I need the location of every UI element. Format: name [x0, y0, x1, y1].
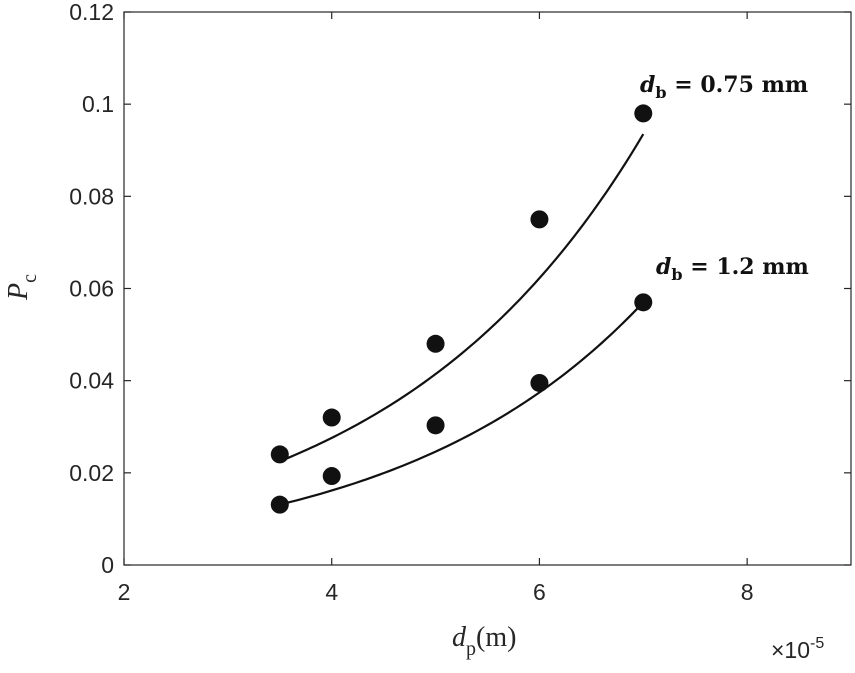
- data-point-s1: [322, 467, 341, 486]
- y-tick-label: 0: [101, 552, 114, 578]
- y-ticks: 0 0.02 0.04 0.06 0.08 0.1 0.12: [69, 0, 851, 578]
- y-tick-label: 0.04: [69, 368, 114, 394]
- fit-curve-1: [279, 301, 645, 506]
- fit-curve-0: [279, 133, 645, 463]
- y-tick-label: 0.08: [69, 183, 114, 209]
- x-axis-label: dp(m): [452, 622, 516, 660]
- x-tick-label: 2: [118, 579, 131, 605]
- data-point-s1: [426, 416, 445, 435]
- x-scale-label: ×10-5: [771, 635, 824, 663]
- data-point-s0: [426, 334, 445, 353]
- data-point-s0: [634, 104, 653, 123]
- data-point-s1: [634, 293, 653, 312]
- x-tick-label: 4: [325, 579, 338, 605]
- x-ticks: 2 4 6 8: [118, 12, 754, 605]
- x-tick-label: 6: [533, 579, 546, 605]
- series-label-1: db = 1.2 mm: [656, 254, 809, 284]
- fit-curves: [279, 133, 645, 506]
- data-point-s0: [270, 445, 289, 464]
- y-tick-label: 0.06: [69, 276, 114, 302]
- y-tick-label: 0.12: [69, 0, 114, 25]
- plot-area: [123, 11, 852, 566]
- data-point-s1: [530, 373, 549, 392]
- data-point-s1: [270, 495, 289, 514]
- series-label-0: db = 0.75 mm: [640, 72, 808, 102]
- y-tick-label: 0.1: [82, 91, 114, 117]
- data-points: [270, 104, 653, 514]
- data-point-s0: [322, 408, 341, 427]
- y-axis-label: Pc: [3, 274, 41, 301]
- x-tick-label: 8: [741, 579, 754, 605]
- data-point-s0: [530, 210, 549, 229]
- y-tick-label: 0.02: [69, 460, 114, 486]
